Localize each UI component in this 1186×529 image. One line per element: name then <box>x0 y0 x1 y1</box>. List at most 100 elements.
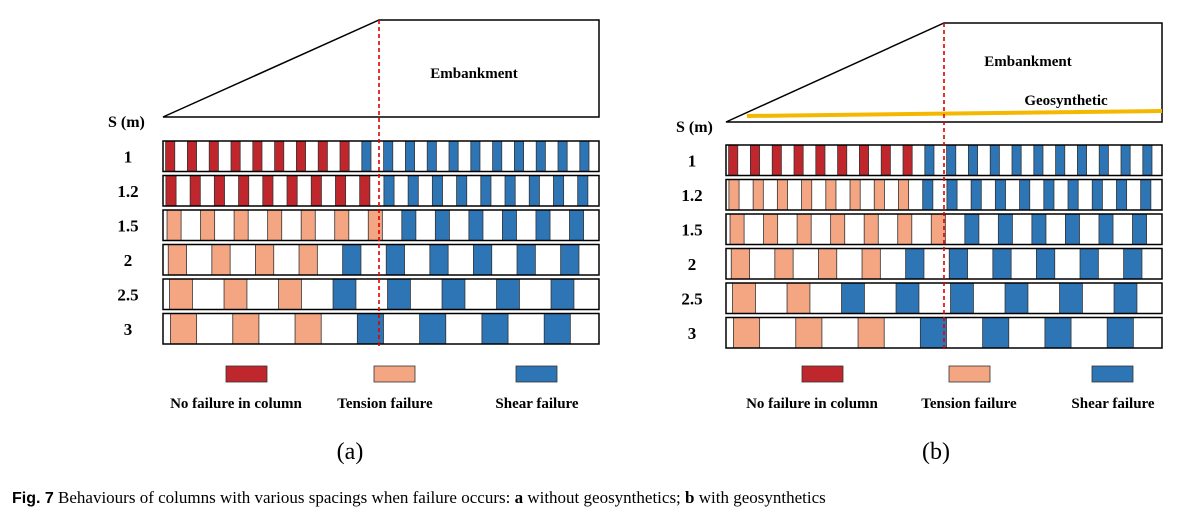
panel-a-column-tension <box>200 209 216 241</box>
panel-a-column-shear <box>405 140 415 172</box>
panel-b-column-no-failure <box>728 144 739 176</box>
panel-a-column-shear <box>385 244 405 276</box>
panel-b-column-shear <box>1044 317 1072 349</box>
panel-a-column-shear <box>514 140 524 172</box>
panel-b-column-shear <box>1004 282 1029 314</box>
panel-b-column-tension <box>857 317 885 349</box>
panel-a-column-shear <box>502 209 517 241</box>
caption-ref-a: a <box>514 488 524 507</box>
panel-a-column-tension <box>294 313 322 345</box>
panel-a-spacing-axis-label: S (m) <box>108 114 145 131</box>
panel-a-column-tension <box>233 209 249 241</box>
panel-a-column-no-failure <box>189 175 201 207</box>
panel-a-column-shear <box>429 244 449 276</box>
panel-b-spacing-axis-label: S (m) <box>676 119 713 136</box>
panel-b-column-shear <box>1120 144 1131 176</box>
panel-a-column-shear <box>481 313 509 345</box>
panel-a-legend-label-shear: Shear failure <box>495 396 579 412</box>
panel-b-column-shear <box>1033 144 1044 176</box>
panel-a-spacing-label: 1.5 <box>117 216 138 235</box>
panel-b-column-tension <box>786 282 811 314</box>
panel-a-column-no-failure <box>213 175 225 207</box>
panel-a-legend-swatch-shear <box>515 365 558 383</box>
panel-a-column-shear <box>434 209 450 241</box>
panel-b-column-shear <box>1019 179 1031 211</box>
panel-b-spacing-label: 2.5 <box>681 289 702 308</box>
panel-b-column-shear <box>1043 179 1055 211</box>
panel-b-column-shear <box>1098 213 1114 245</box>
panel-b-column-shear <box>922 179 934 211</box>
panel-b-column-tension <box>830 213 846 245</box>
panel-a-column-shear <box>383 175 395 207</box>
panel-b-column-tension <box>730 248 750 280</box>
figure-number: Fig. 7 <box>12 490 54 507</box>
caption-text-1: Behaviours of columns with various spaci… <box>53 488 515 507</box>
panel-b-column-no-failure <box>771 144 782 176</box>
panel-b-column-shear <box>948 248 968 280</box>
panel-a-column-no-failure <box>359 175 371 207</box>
panel-b-column-shear <box>1098 144 1109 176</box>
panel-b-column-shear <box>1067 179 1079 211</box>
panel-b-column-tension <box>898 179 910 211</box>
panel-a-column-shear <box>569 209 584 241</box>
panel-b-legend-swatch-no-failure <box>801 365 844 383</box>
panel-a-column-shear <box>387 278 411 310</box>
panel-b-column-tension <box>849 179 861 211</box>
panel-b-panel-label: (b) <box>922 439 950 465</box>
panel-a-column-shear <box>579 140 590 172</box>
panel-b-column-tension <box>796 213 812 245</box>
panel-b-column-shear <box>982 317 1010 349</box>
panel-a-embankment <box>162 19 600 118</box>
panel-a-column-shear <box>407 175 419 207</box>
panel-a-column-tension <box>169 278 193 310</box>
panel-b-column-shear <box>841 282 865 314</box>
panel-b-column-shear <box>1106 317 1134 349</box>
panel-b-legend-swatch-shear <box>1091 365 1134 383</box>
panel-b-column-tension <box>795 317 823 349</box>
panel-b-column-tension <box>733 317 761 349</box>
panel-a-column-tension <box>334 209 350 241</box>
panel-b-column-shear <box>968 144 978 176</box>
panel-a-spacing-label: 1 <box>124 147 133 166</box>
panel-b-column-no-failure <box>837 144 848 176</box>
panel-a-row-frame <box>162 312 600 345</box>
panel-a-column-no-failure <box>252 140 263 172</box>
panel-a-column-shear <box>473 244 493 276</box>
panel-b-column-shear <box>924 144 935 176</box>
panel-a-spacing-label: 3 <box>124 320 133 339</box>
panel-b-column-tension <box>861 248 881 280</box>
panel-a-column-tension <box>167 244 187 276</box>
panel-a-column-shear <box>431 175 443 207</box>
panel-b-geosynthetic-layer <box>746 109 1163 118</box>
panel-a-column-shear <box>528 175 540 207</box>
panel-a-column-shear <box>535 140 546 172</box>
panel-a-embankment-label: Embankment <box>430 66 518 82</box>
panel-b-column-shear <box>1079 248 1099 280</box>
panel-b-column-tension <box>801 179 813 211</box>
panel-a-column-shear <box>456 175 468 207</box>
panel-a-column-shear <box>480 175 492 207</box>
panel-a-column-no-failure <box>310 175 322 207</box>
panel-a-column-no-failure <box>274 140 285 172</box>
panel-a-column-shear <box>401 209 417 241</box>
panel-b-column-shear <box>970 179 982 211</box>
panel-a-column-tension <box>170 313 198 345</box>
panel-a-column-tension <box>267 209 283 241</box>
panel-a-column-no-failure <box>238 175 250 207</box>
panel-b-column-shear <box>946 144 957 176</box>
panel-b-column-shear <box>1055 144 1066 176</box>
panel-b-column-tension <box>752 179 764 211</box>
panel-a-column-shear <box>468 209 484 241</box>
panel-a-row-frame <box>162 140 600 173</box>
panel-b-column-no-failure <box>793 144 804 176</box>
panel-a-column-shear <box>496 278 520 310</box>
panel-b-column-shear <box>1116 179 1128 211</box>
panel-a-column-tension <box>278 278 302 310</box>
panel-a-row-frame <box>162 209 600 242</box>
panel-b-column-shear <box>1031 213 1047 245</box>
panel-a-column-shear <box>550 278 575 310</box>
panel-a-column-tension <box>166 209 182 241</box>
panel-b-spacing-label: 1.5 <box>681 220 702 239</box>
panel-b-column-tension <box>763 213 779 245</box>
panel-a-column-shear <box>504 175 516 207</box>
